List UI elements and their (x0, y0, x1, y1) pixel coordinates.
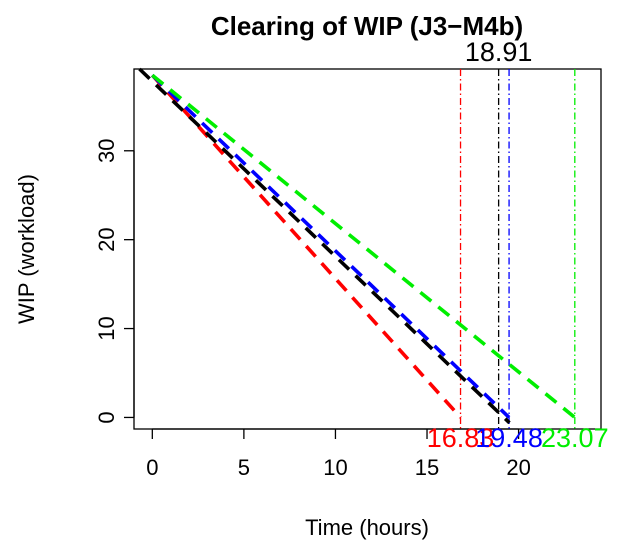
series-line (151, 73, 576, 419)
vline-value-label: 19.48 (475, 423, 543, 453)
y-tick-label: 30 (94, 139, 119, 163)
series-lines (138, 67, 576, 425)
series-line (151, 73, 511, 419)
x-tick-label: 10 (323, 455, 347, 480)
y-tick-label: 10 (94, 316, 119, 340)
x-tick-label: 5 (238, 455, 250, 480)
y-tick-label: 0 (94, 411, 119, 423)
x-axis: 0 5 10 15 20 (146, 428, 531, 480)
x-tick-label: 20 (506, 455, 530, 480)
vertical-markers (459, 69, 576, 429)
x-axis-label: Time (hours) (305, 515, 429, 540)
x-tick-label: 15 (415, 455, 439, 480)
y-tick-label: 20 (94, 227, 119, 251)
chart-title: Clearing of WIP (J3−M4b) (211, 11, 523, 41)
vline-value-label: 16.83 (427, 423, 495, 453)
vline-value-label: 23.07 (541, 423, 609, 453)
x-tick-label: 0 (146, 455, 158, 480)
vline-value-label: 18.91 (465, 37, 533, 67)
y-axis: 0 10 20 30 (94, 139, 135, 424)
y-axis-label: WIP (workload) (14, 174, 39, 324)
series-line (138, 67, 511, 425)
series-line (150, 74, 462, 419)
